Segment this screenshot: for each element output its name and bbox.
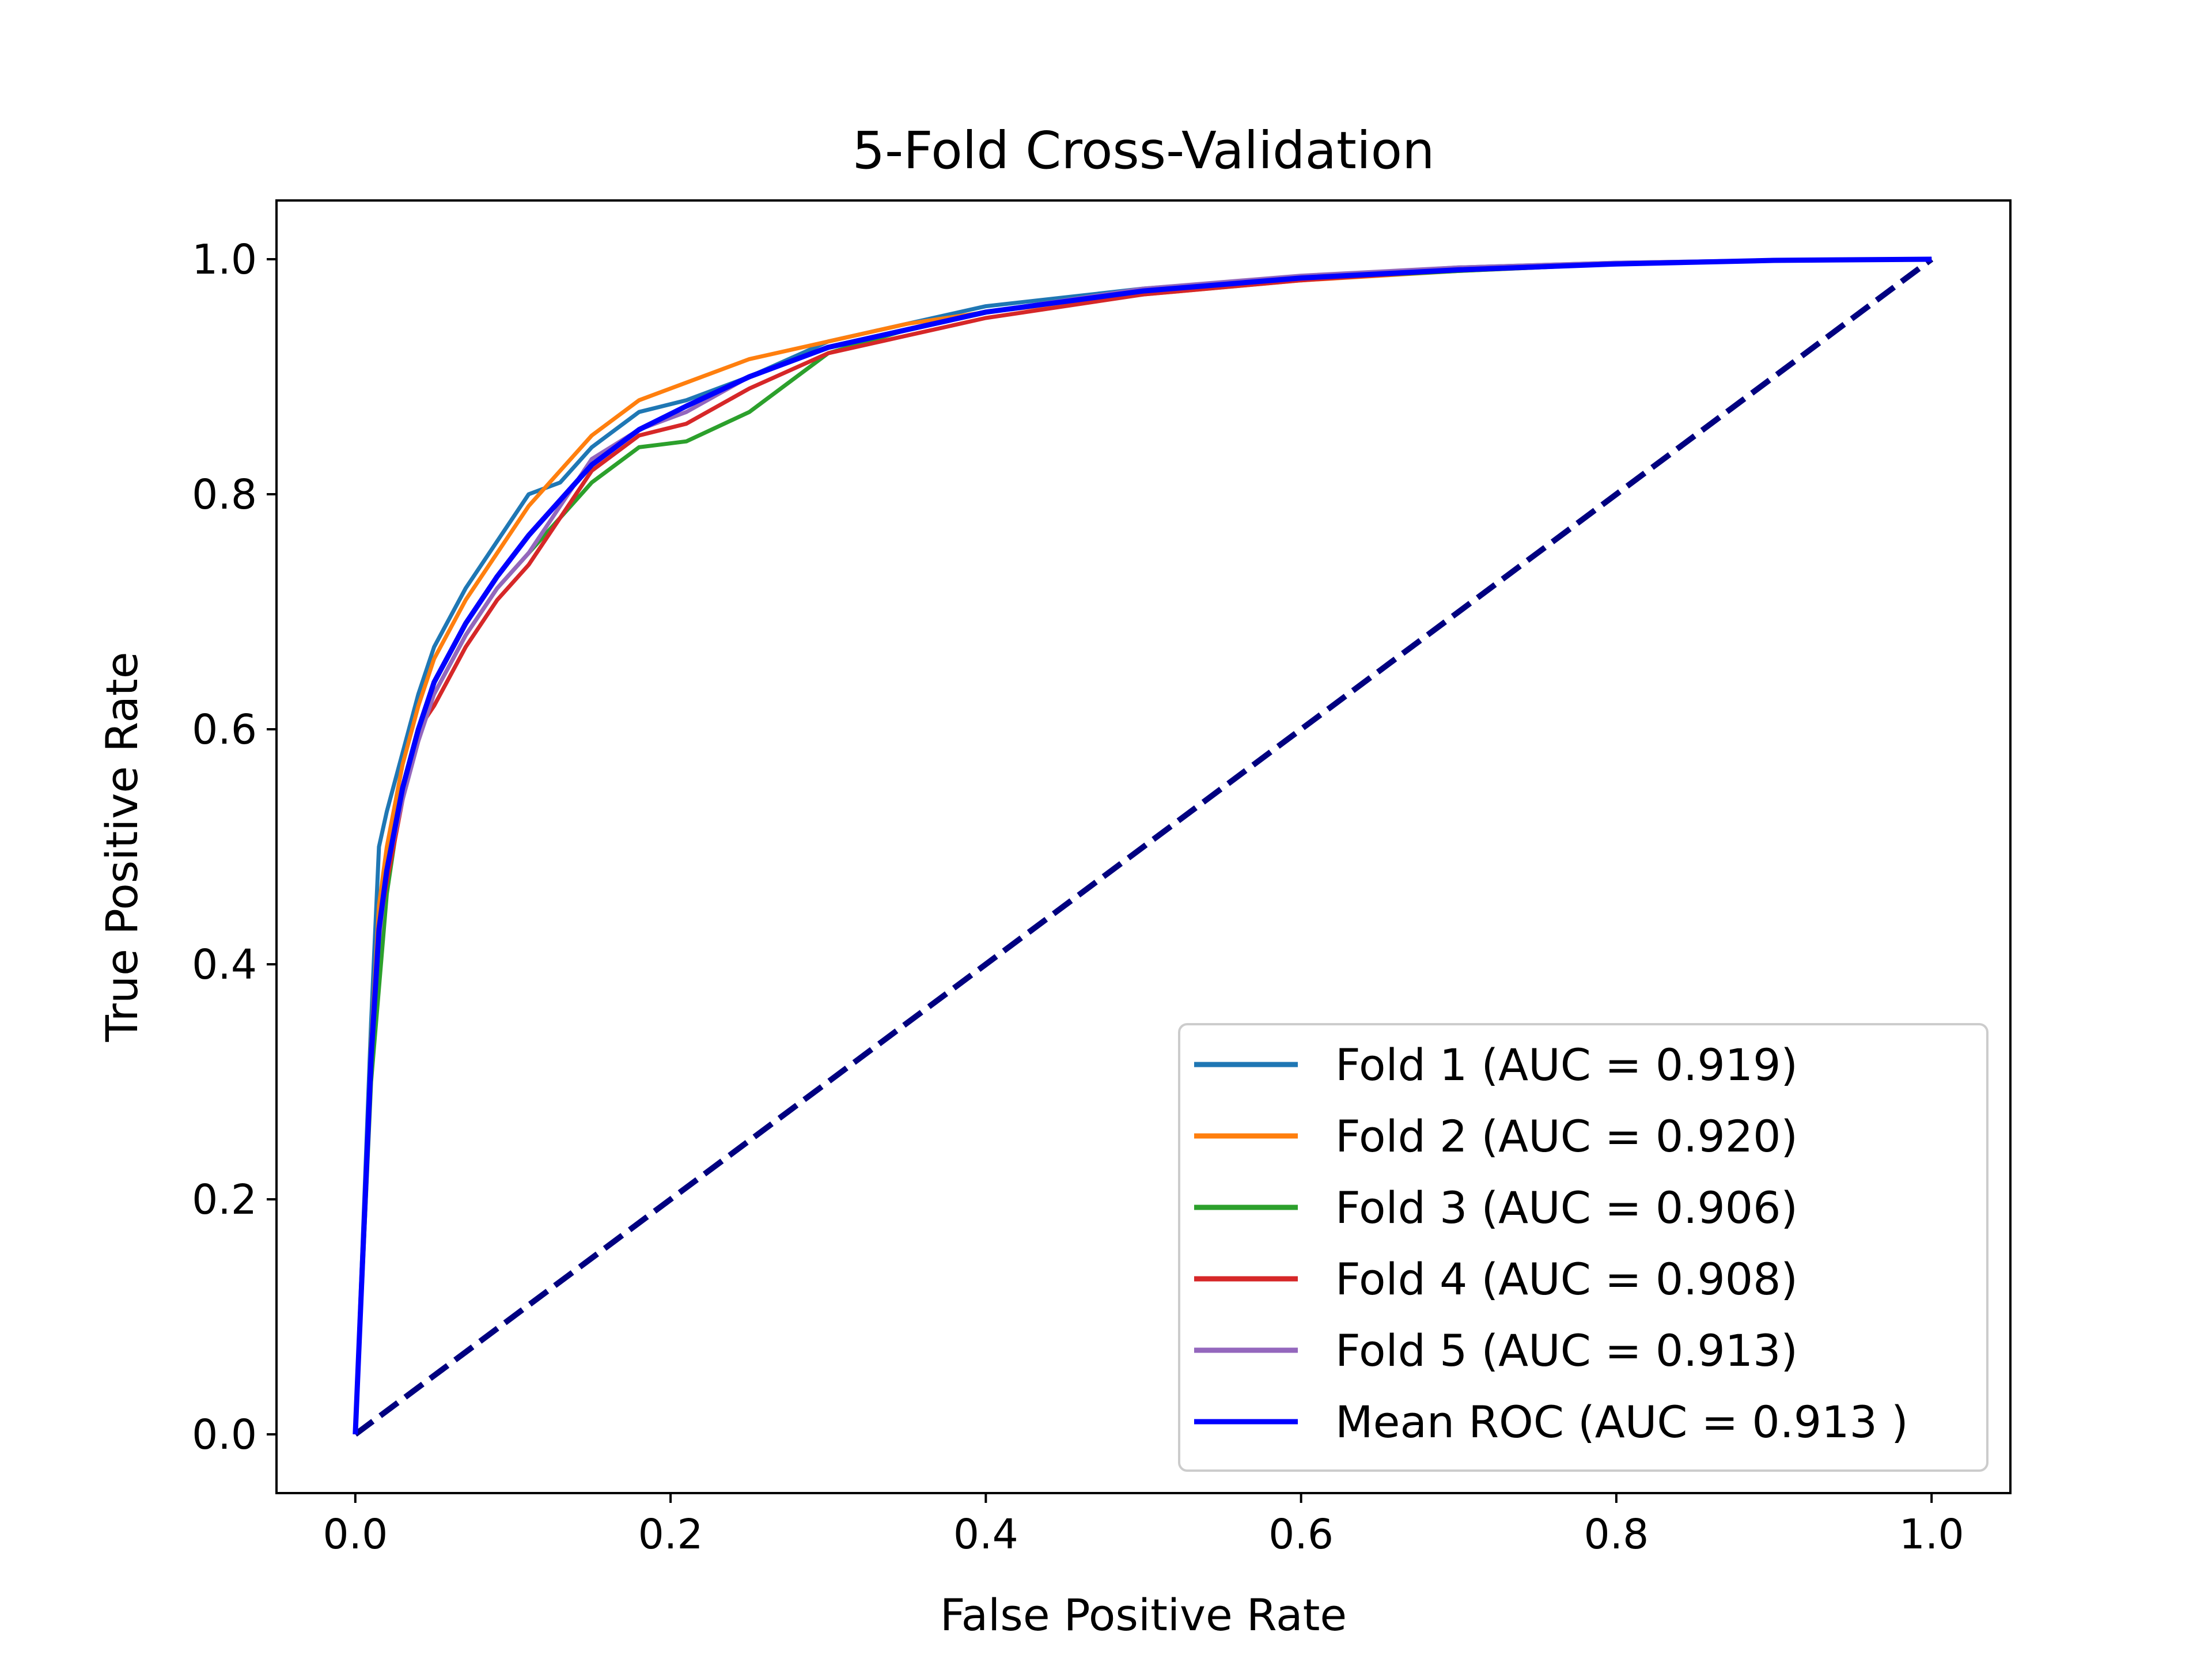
y-tick-label: 0.2 bbox=[192, 1176, 257, 1224]
legend-label-4: Fold 4 (AUC = 0.908) bbox=[1335, 1253, 1798, 1305]
legend-label-1: Fold 1 (AUC = 0.919) bbox=[1335, 1039, 1798, 1090]
x-axis-label: False Positive Rate bbox=[940, 1589, 1347, 1641]
x-tick-label: 0.0 bbox=[323, 1510, 388, 1558]
plot-frame bbox=[275, 199, 2012, 1494]
x-tick-label: 0.8 bbox=[1584, 1510, 1649, 1558]
y-tick-label: 0.0 bbox=[192, 1411, 257, 1459]
legend-label-3: Fold 3 (AUC = 0.906) bbox=[1335, 1182, 1798, 1233]
y-tick-label: 0.4 bbox=[192, 941, 257, 988]
x-tick-label: 1.0 bbox=[1899, 1510, 1964, 1558]
series-layer bbox=[353, 256, 1934, 1437]
legend-label-5: Fold 5 (AUC = 0.913) bbox=[1335, 1325, 1798, 1376]
y-axis-label: True Positive Rate bbox=[96, 652, 147, 1043]
reference-diagonal-line bbox=[353, 256, 1934, 1437]
y-axis: 0.0 0.2 0.4 0.6 0.8 1.0 bbox=[192, 236, 276, 1459]
plot-area bbox=[275, 199, 2012, 1494]
legend-items: Fold 1 (AUC = 0.919) Fold 2 (AUC = 0.920)… bbox=[1194, 1039, 1908, 1448]
x-tick-label: 0.6 bbox=[1268, 1510, 1334, 1558]
y-tick-label: 1.0 bbox=[192, 236, 257, 283]
chart-title: 5-Fold Cross-Validation bbox=[852, 120, 1434, 180]
legend-label-6: Mean ROC (AUC = 0.913 ) bbox=[1335, 1396, 1908, 1448]
x-axis: 0.0 0.2 0.4 0.6 0.8 1.0 bbox=[323, 1493, 1964, 1558]
series-line-6 bbox=[353, 256, 1932, 1435]
y-tick-label: 0.8 bbox=[192, 471, 257, 518]
y-tick-label: 0.6 bbox=[192, 706, 257, 753]
legend-box bbox=[1178, 1023, 1988, 1472]
x-tick-label: 0.2 bbox=[638, 1510, 703, 1558]
x-tick-label: 0.4 bbox=[953, 1510, 1018, 1558]
legend-label-2: Fold 2 (AUC = 0.920) bbox=[1335, 1111, 1798, 1162]
legend: Fold 1 (AUC = 0.919) Fold 2 (AUC = 0.920)… bbox=[1178, 1023, 1988, 1472]
